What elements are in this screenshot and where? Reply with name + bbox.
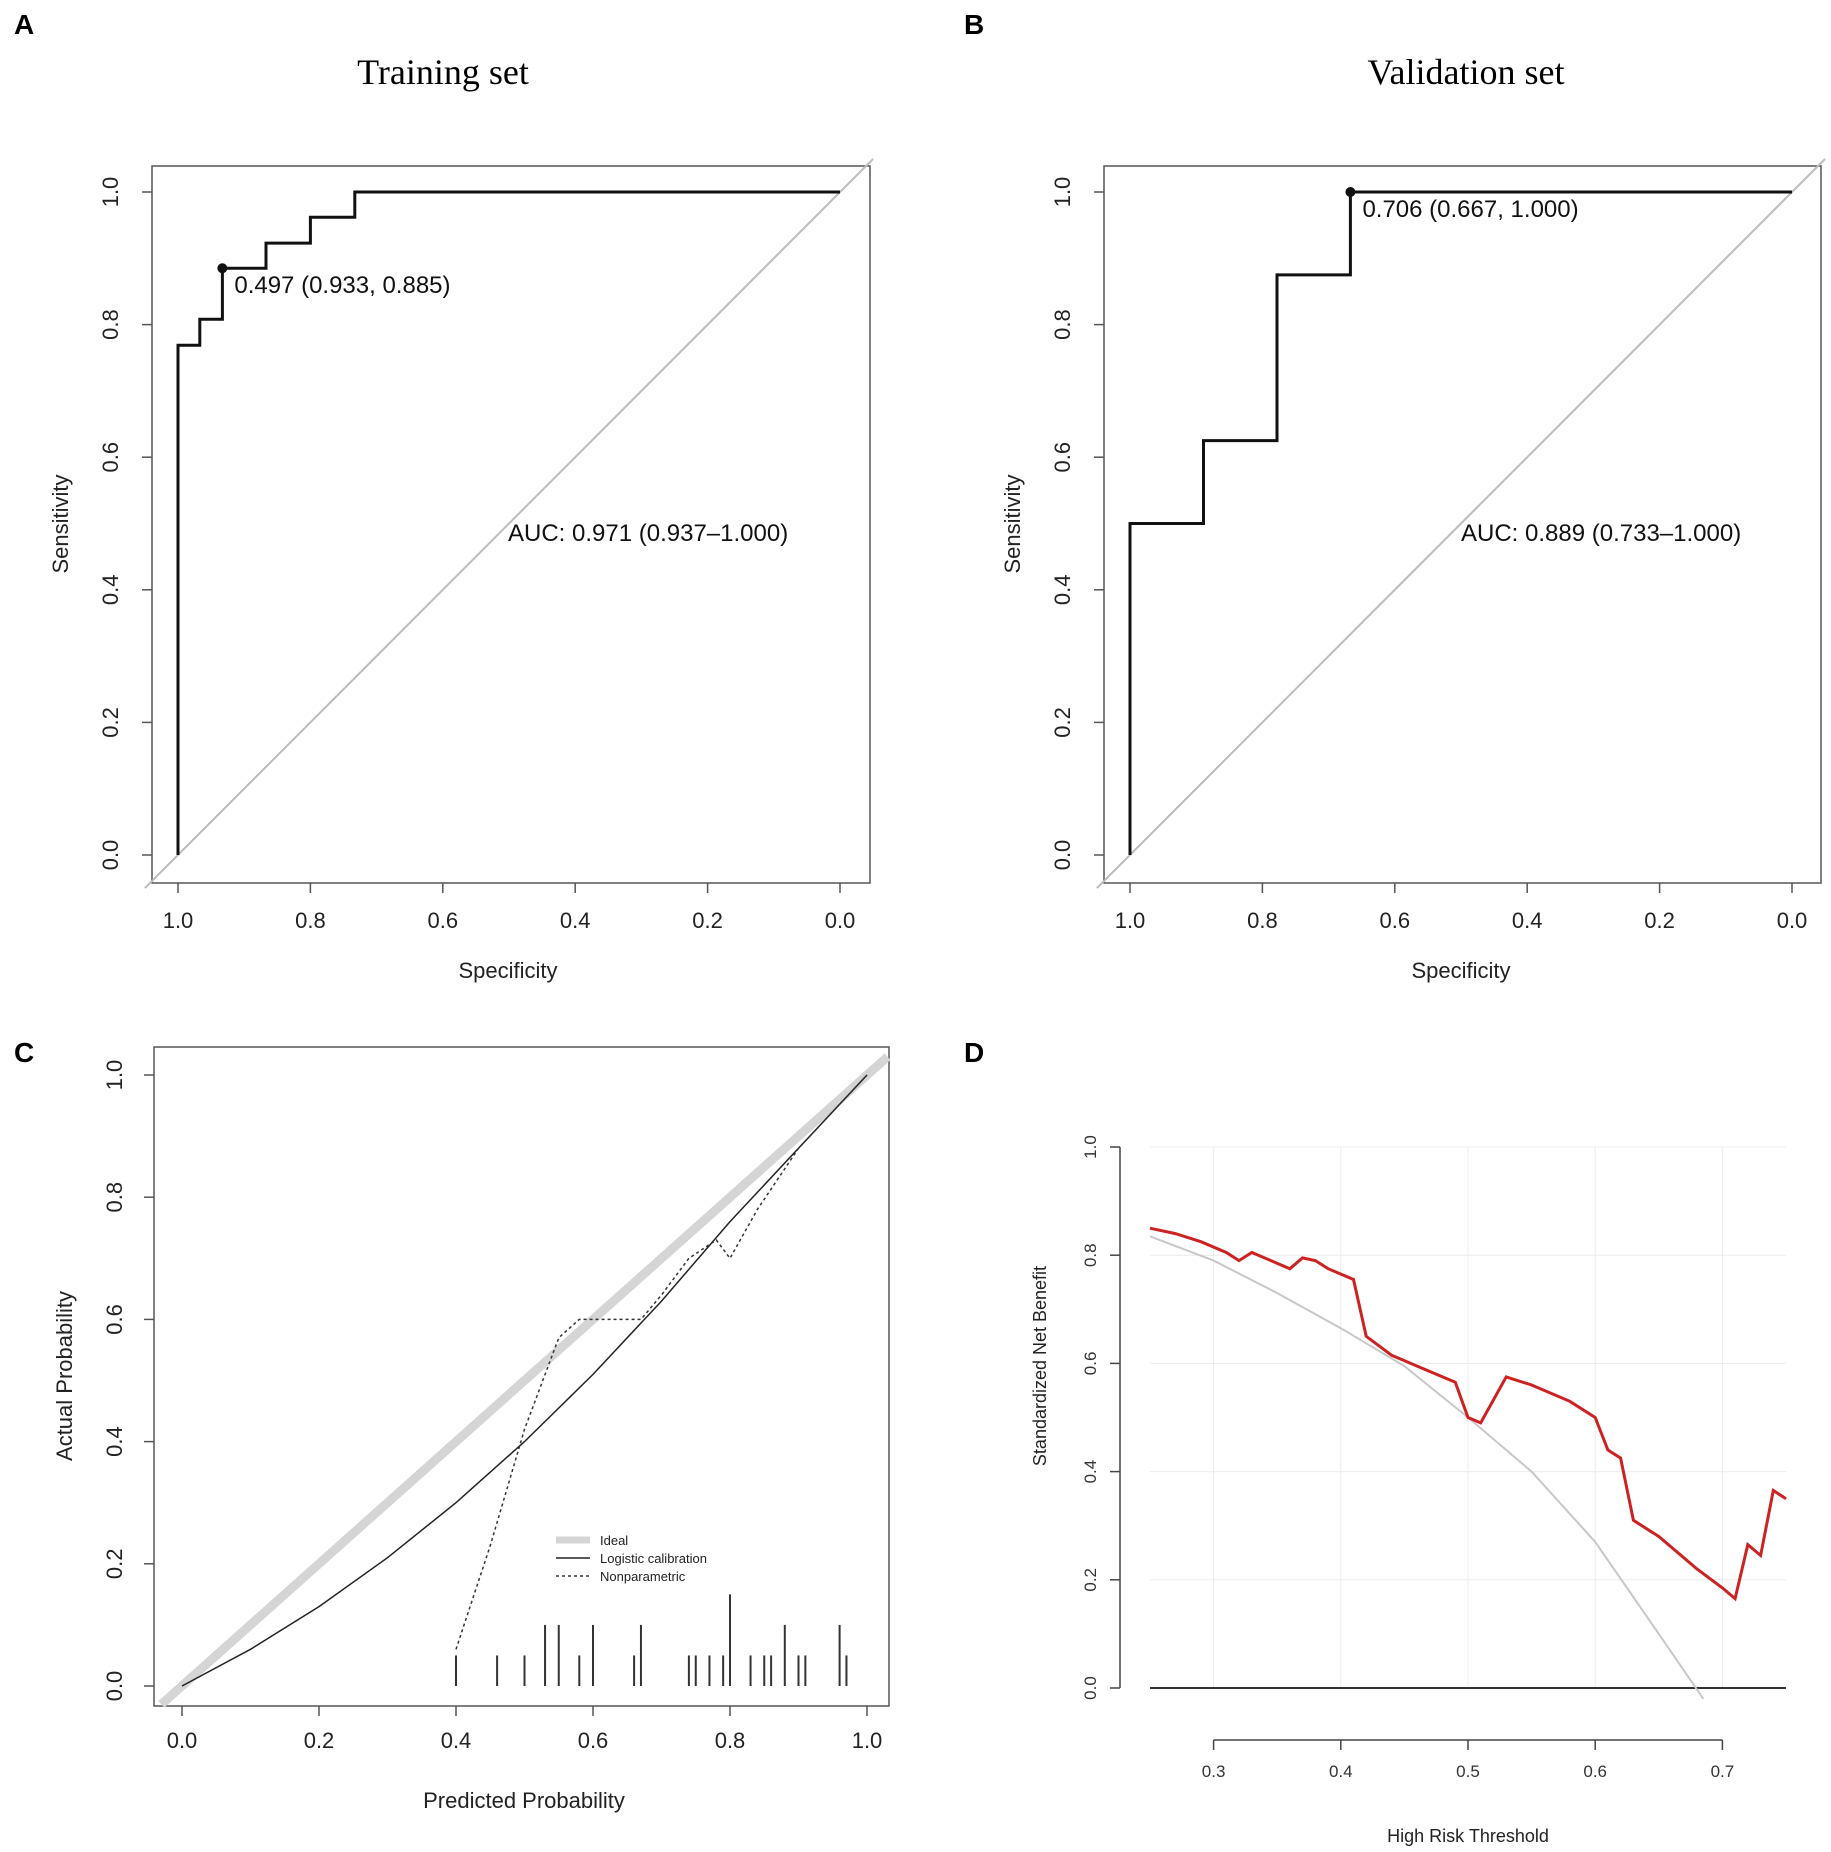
- x-tick-label: 0.8: [715, 1728, 746, 1753]
- panel-c: C 0.0 0.2 0.4 0.6 0.8 1.0 0.00.20.40.60.81.0 …: [14, 1037, 891, 1813]
- x-tick-label: 0.2: [692, 908, 723, 933]
- reference-diagonal: [1096, 158, 1826, 889]
- legend: Ideal Logistic calibration Nonparametric: [556, 1533, 707, 1584]
- x-axis: 1.0 0.8 0.6 0.4 0.2 0.0: [163, 883, 856, 933]
- y-tick-label: 1.0: [1050, 177, 1075, 208]
- plot-frame: [153, 1046, 890, 1707]
- y-tick-label: 1.0: [98, 177, 123, 208]
- panel-label-b: B: [964, 9, 984, 40]
- best-threshold-label: 0.706 (0.667, 1.000): [1362, 196, 1578, 223]
- y-tick-label: 0.2: [1050, 707, 1075, 738]
- x-tick-label: 1.0: [852, 1728, 883, 1753]
- x-tick-label: 0.6: [1583, 1762, 1607, 1781]
- y-axis-label: Sensitivity: [48, 474, 73, 573]
- y-axis-label: Sensitivity: [1000, 474, 1025, 573]
- y-tick-label: 0.2: [102, 1549, 127, 1580]
- x-tick-label: 0.0: [825, 908, 856, 933]
- ideal-line: [158, 1053, 891, 1708]
- x-tick-label: 1.0: [1115, 908, 1146, 933]
- legend-ideal: Ideal: [600, 1533, 628, 1548]
- x-tick-label: 0.4: [560, 908, 591, 933]
- panel-label-c: C: [14, 1037, 34, 1068]
- y-tick-label: 0.0: [98, 840, 123, 871]
- auc-label: AUC: 0.889 (0.733–1.000): [1461, 520, 1741, 547]
- panel-label-a: A: [14, 9, 34, 40]
- y-tick-label: 0.0: [1050, 840, 1075, 871]
- rug-ticks: [455, 1594, 848, 1686]
- nonparametric-line: [455, 1074, 868, 1650]
- x-axis-label: Specificity: [1411, 958, 1510, 983]
- x-tick-label: 0.8: [1247, 908, 1278, 933]
- x-tick-label: 0.2: [304, 1728, 335, 1753]
- chart-title: Validation set: [1368, 52, 1565, 92]
- y-axis: 0.0 0.2 0.4 0.6 0.8 1.0: [1050, 177, 1104, 871]
- x-tick-label: 1.0: [163, 908, 194, 933]
- x-axis-label: High Risk Threshold: [1387, 1826, 1549, 1846]
- panel-label-d: D: [964, 1037, 984, 1068]
- chart-title: Training set: [357, 52, 529, 92]
- x-tick-label: 0.0: [167, 1728, 198, 1753]
- best-threshold-label: 0.497 (0.933, 0.885): [234, 272, 450, 299]
- x-tick-label: 0.6: [1380, 908, 1411, 933]
- x-axis: 0.0 0.2 0.4 0.6 0.8 1.0: [167, 1706, 883, 1753]
- x-tick-label: 0.4: [1512, 908, 1543, 933]
- y-tick-label: 0.6: [98, 442, 123, 473]
- x-axis: 0.3 0.4 0.5 0.6 0.7: [1202, 1739, 1735, 1781]
- x-tick-label: 0.4: [1329, 1762, 1353, 1781]
- panel-d: D 0.3 0.4 0.5 0.6 0.7 0.0 0.2 0.4 0.6 0.8 1.0 Hig…: [964, 1037, 1787, 1846]
- best-threshold-point: [1345, 187, 1356, 197]
- y-axis: 0.0 0.2 0.4 0.6 0.8 1.0: [1081, 1135, 1121, 1700]
- y-tick-label: 0.6: [1081, 1352, 1100, 1376]
- y-tick-label: 0.6: [102, 1304, 127, 1335]
- x-tick-label: 0.4: [441, 1728, 472, 1753]
- x-tick-label: 0.6: [578, 1728, 609, 1753]
- model-net-benefit-line: [1149, 1226, 1787, 1602]
- plot-frame: [151, 165, 871, 884]
- plot-frame: [1103, 165, 1822, 884]
- y-tick-label: 0.0: [102, 1671, 127, 1702]
- y-axis: 0.0 0.2 0.4 0.6 0.8 1.0: [102, 1060, 154, 1702]
- treat-all-line: [1149, 1235, 1705, 1700]
- x-axis-label: Predicted Probability: [423, 1788, 625, 1813]
- y-tick-label: 0.2: [1081, 1568, 1100, 1592]
- auc-label: AUC: 0.971 (0.937–1.000): [508, 520, 788, 547]
- roc-curve: [176, 190, 840, 855]
- logistic-calibration-line: [181, 1074, 868, 1687]
- y-tick-label: 0.4: [102, 1426, 127, 1457]
- best-threshold-point: [217, 263, 228, 274]
- legend-logistic: Logistic calibration: [600, 1551, 707, 1566]
- reference-diagonal: [144, 158, 874, 889]
- y-tick-label: 0.4: [98, 575, 123, 606]
- y-tick-label: 0.2: [98, 707, 123, 738]
- x-tick-label: 0.5: [1456, 1762, 1480, 1781]
- x-axis-label: Specificity: [458, 958, 557, 983]
- y-tick-label: 1.0: [1081, 1135, 1100, 1159]
- y-tick-label: 0.0: [1081, 1676, 1100, 1700]
- y-axis: 0.0 0.2 0.4 0.6 0.8 1.0: [98, 177, 152, 871]
- legend-nonparametric: Nonparametric: [600, 1569, 686, 1584]
- y-tick-label: 0.4: [1081, 1460, 1100, 1484]
- y-tick-label: 0.8: [102, 1182, 127, 1213]
- x-tick-label: 0.3: [1202, 1762, 1226, 1781]
- y-tick-label: 0.6: [1050, 442, 1075, 473]
- y-axis-label: Standardized Net Benefit: [1030, 1266, 1050, 1466]
- y-tick-label: 0.4: [1050, 575, 1075, 606]
- x-tick-label: 0.7: [1711, 1762, 1735, 1781]
- x-axis: 1.0 0.8 0.6 0.4 0.2 0.0: [1115, 883, 1808, 933]
- y-tick-label: 1.0: [102, 1060, 127, 1091]
- y-axis-label: Actual Probability: [52, 1291, 77, 1461]
- roc-curve: [1128, 190, 1792, 855]
- panel-b: B Validation set 1.0 0.8 0.6 0.4 0.2 0.0 0.00…: [964, 9, 1826, 983]
- x-tick-label: 0.6: [428, 908, 459, 933]
- y-tick-label: 0.8: [98, 309, 123, 340]
- panel-a: A Training set 1.0 0.8 0.6 0.4 0.2 0.0 0.0 0.2…: [14, 9, 874, 983]
- y-tick-label: 0.8: [1081, 1243, 1100, 1267]
- x-tick-label: 0.2: [1644, 908, 1675, 933]
- y-tick-label: 0.8: [1050, 309, 1075, 340]
- x-tick-label: 0.0: [1777, 908, 1808, 933]
- x-tick-label: 0.8: [295, 908, 326, 933]
